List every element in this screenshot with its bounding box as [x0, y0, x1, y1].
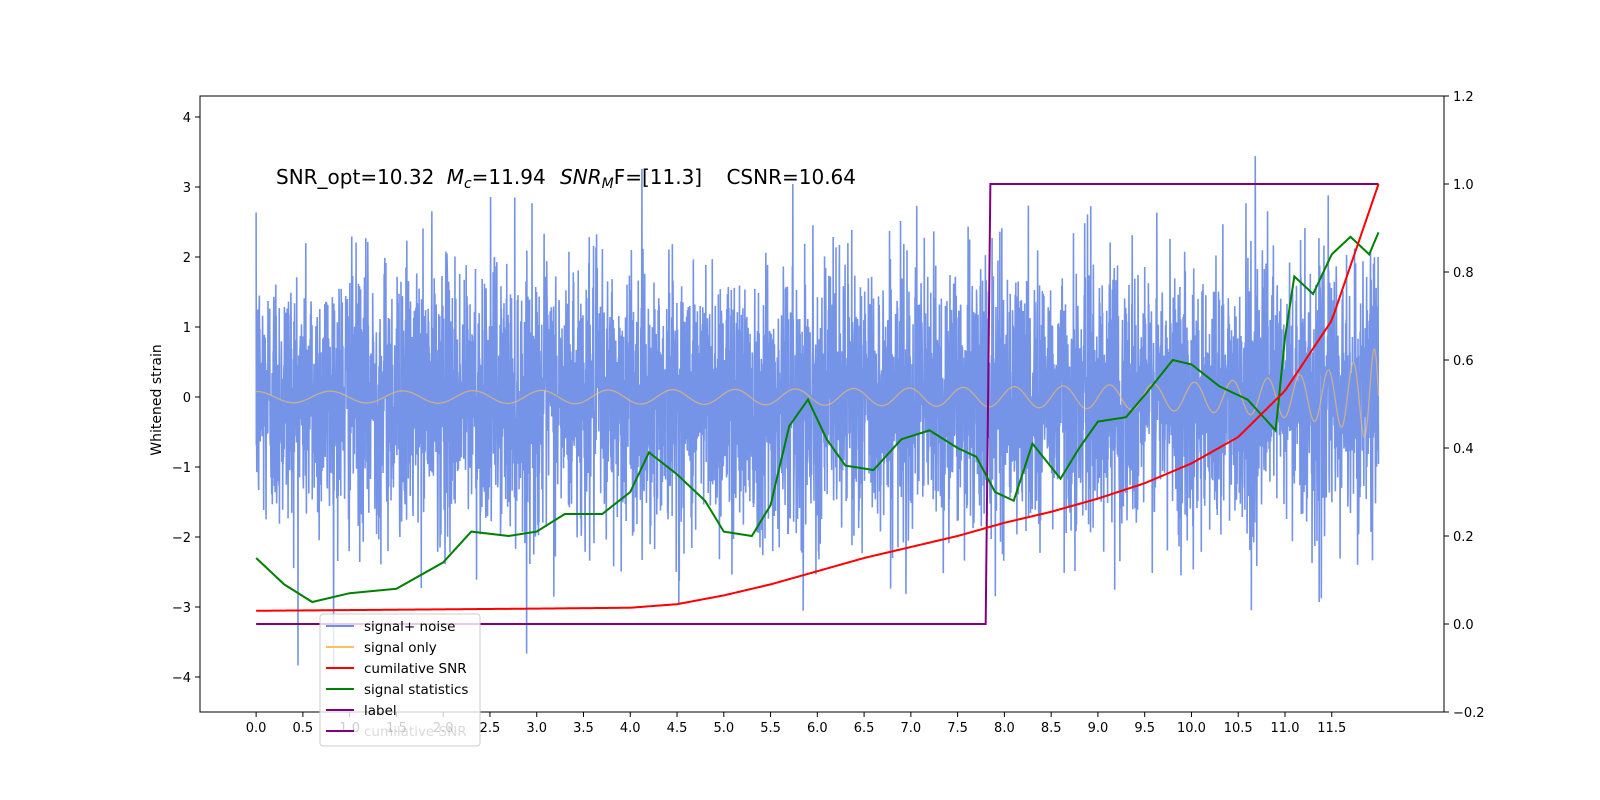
- y-left-tick-label: −4: [172, 671, 191, 686]
- y-left-tick-label: 4: [183, 111, 191, 126]
- axes-frame: [199, 95, 1445, 713]
- annotation-mf-value: F=[11.3]: [614, 165, 702, 189]
- y-right-tick-label: 1.0: [1453, 178, 1474, 193]
- y-left-tick-label: 3: [183, 181, 191, 196]
- legend: signal+ noise signal only cumilative SNR si…: [319, 613, 481, 747]
- series-signal-noise: [255, 156, 1380, 671]
- series-group: [255, 156, 1380, 671]
- y-axis-label: Whitened strain: [149, 344, 165, 455]
- legend-entry: signal only: [364, 640, 437, 656]
- y-right-tick-label: 0.2: [1453, 530, 1474, 545]
- axes: 0.00.51.01.52.02.53.03.54.04.55.05.56.06…: [172, 90, 1485, 736]
- x-tick-label: 3.0: [526, 721, 547, 736]
- legend-box: [319, 613, 481, 747]
- annotation-mf-sub: M: [602, 176, 614, 192]
- x-tick-label: 2.5: [480, 721, 501, 736]
- annotation-mc-sub: c: [464, 176, 472, 192]
- series-cumulative-snr: [256, 183, 1380, 612]
- annotation-mc-symbol: M: [447, 165, 464, 189]
- y-left-tick-label: −3: [172, 601, 191, 616]
- y-right-tick-label: 1.2: [1453, 90, 1474, 105]
- x-tick-label: 8.0: [994, 721, 1015, 736]
- x-tick-label: 6.0: [807, 721, 828, 736]
- y-left-tick-label: 2: [183, 251, 191, 266]
- x-tick-label: 10.0: [1177, 721, 1206, 736]
- x-tick-label: 7.5: [947, 721, 968, 736]
- legend-entry: cumilative SNR: [364, 724, 467, 740]
- x-tick-label: 4.5: [667, 721, 688, 736]
- y-left-tick-label: 0: [183, 391, 191, 406]
- y-right-tick-label: 0.6: [1453, 354, 1474, 369]
- x-tick-label: 8.5: [1041, 721, 1062, 736]
- x-tick-label: 3.5: [573, 721, 594, 736]
- x-tick-label: 10.5: [1224, 721, 1253, 736]
- plot-area: [255, 156, 1380, 671]
- y-right-tick-label: 0.4: [1453, 442, 1474, 457]
- series-signal-only: [256, 348, 1380, 438]
- x-tick-label: 0.5: [293, 721, 314, 736]
- x-tick-label: 5.5: [760, 721, 781, 736]
- y-right-tick-label: 0.8: [1453, 266, 1474, 281]
- legend-entry: signal statistics: [364, 682, 468, 698]
- legend-entry: cumilative SNR: [364, 661, 467, 677]
- annotation-csnr: CSNR=10.64: [726, 165, 856, 189]
- x-tick-label: 0.0: [246, 721, 267, 736]
- legend-entry: label: [364, 703, 397, 719]
- annotation-snr-opt: SNR_opt=10.32: [276, 165, 434, 189]
- x-tick-label: 7.0: [901, 721, 922, 736]
- y-left-tick-label: 1: [183, 321, 191, 336]
- x-tick-label: 6.5: [854, 721, 875, 736]
- x-tick-label: 11.5: [1317, 721, 1346, 736]
- y-left-tick-label: −1: [172, 461, 191, 476]
- legend-entry: signal+ noise: [364, 619, 455, 635]
- y-left-tick-label: −2: [172, 531, 191, 546]
- x-tick-label: 5.0: [713, 721, 734, 736]
- annotation: SNR_opt=10.32 Mc=11.94 SNRMF=[11.3] CSNR…: [276, 165, 856, 192]
- x-tick-label: 4.0: [620, 721, 641, 736]
- x-tick-label: 9.0: [1088, 721, 1109, 736]
- series-label: [256, 183, 1379, 625]
- annotation-mf-symbol: SNR: [560, 165, 602, 189]
- x-tick-label: 11.0: [1271, 721, 1300, 736]
- y-right-tick-label: −0.2: [1453, 706, 1485, 721]
- annotation-mc-value: =11.94: [472, 165, 546, 189]
- series-signal-statistics: [255, 232, 1380, 604]
- x-tick-label: 9.5: [1134, 721, 1155, 736]
- y-right-tick-label: 0.0: [1453, 618, 1474, 633]
